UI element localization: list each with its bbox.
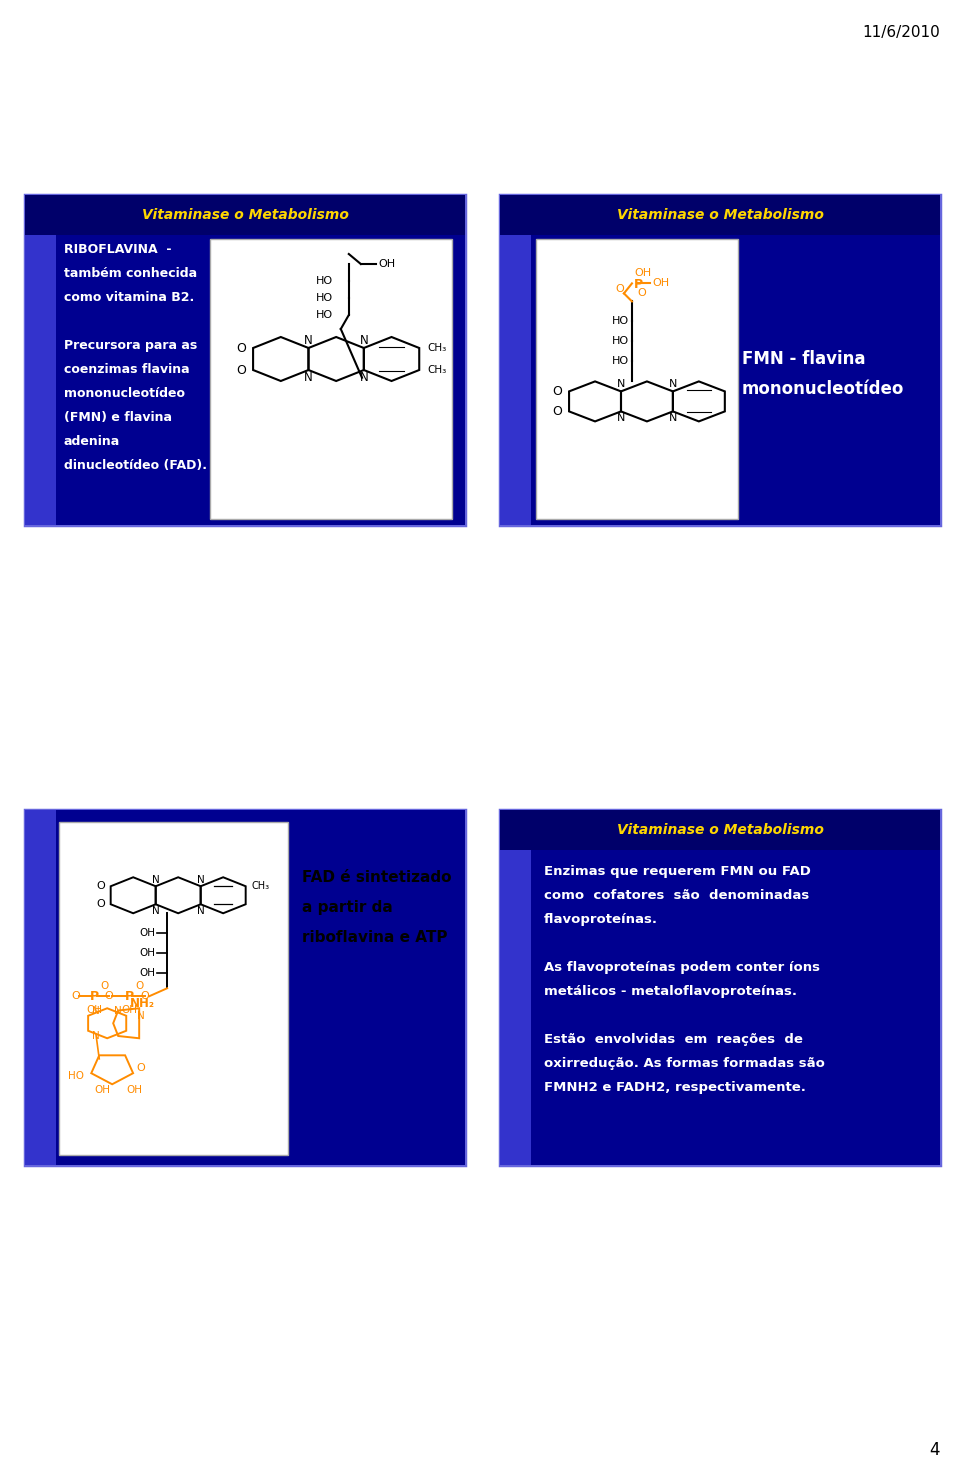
Text: OH: OH [86, 1005, 102, 1015]
Text: N: N [304, 371, 313, 384]
Text: HO: HO [612, 356, 629, 366]
Text: Enzimas que requerem FMN ou FAD: Enzimas que requerem FMN ou FAD [544, 865, 811, 878]
Text: CH₃: CH₃ [427, 343, 446, 353]
Text: 11/6/2010: 11/6/2010 [862, 25, 940, 40]
Text: O: O [236, 363, 246, 377]
Text: O: O [141, 991, 150, 1002]
Text: N: N [360, 371, 369, 384]
Text: dinucleotídeo (FAD).: dinucleotídeo (FAD). [63, 459, 206, 472]
Text: metálicos - metaloflavoproteínas.: metálicos - metaloflavoproteínas. [544, 986, 797, 997]
Text: O: O [552, 405, 562, 418]
Text: OH: OH [379, 259, 396, 269]
Text: O: O [236, 341, 246, 355]
Text: N: N [197, 875, 204, 886]
Bar [500, 196, 531, 525]
Text: O: O [105, 991, 113, 1002]
Text: riboflavina e ATP: riboflavina e ATP [302, 930, 447, 944]
Text: FMN - flavina: FMN - flavina [742, 350, 866, 368]
Text: O: O [72, 991, 81, 1002]
Text: como vitamina B2.: como vitamina B2. [63, 291, 194, 304]
Bar [500, 811, 940, 850]
Text: N: N [304, 334, 313, 347]
Text: (FMN) e flavina: (FMN) e flavina [63, 410, 172, 424]
Bar [25, 196, 56, 525]
Bar [500, 196, 940, 525]
Text: N: N [152, 875, 159, 886]
Text: mononucleotídeo: mononucleotídeo [63, 387, 184, 400]
Text: coenzimas flavina: coenzimas flavina [63, 363, 189, 377]
Text: N: N [197, 906, 204, 915]
Text: P: P [125, 990, 133, 1003]
Text: OH: OH [652, 278, 669, 288]
Text: 4: 4 [929, 1442, 940, 1459]
Text: a partir da: a partir da [302, 900, 393, 915]
Text: OH: OH [94, 1086, 110, 1096]
Text: O: O [636, 288, 646, 299]
Bar [531, 811, 940, 1165]
Text: HO: HO [316, 293, 333, 303]
Text: Vitaminase o Metabolismo: Vitaminase o Metabolismo [141, 207, 348, 222]
Text: OH: OH [139, 968, 156, 978]
Text: CH₃: CH₃ [252, 881, 270, 891]
Text: O: O [135, 981, 143, 991]
Text: N: N [92, 1006, 100, 1015]
Text: FAD é sintetizado: FAD é sintetizado [302, 869, 452, 886]
Text: O: O [615, 284, 624, 294]
Text: O: O [96, 899, 106, 909]
Text: mononucleotídeo: mononucleotídeo [742, 380, 904, 399]
Text: Vitaminase o Metabolismo: Vitaminase o Metabolismo [616, 207, 824, 222]
Text: N: N [114, 1006, 122, 1015]
Text: HO: HO [612, 337, 629, 346]
Text: O: O [100, 981, 108, 991]
Text: Estão  envolvidas  em  reações  de: Estão envolvidas em reações de [544, 1033, 803, 1046]
Bar [536, 238, 738, 519]
Text: O: O [96, 881, 106, 891]
Bar [25, 196, 465, 525]
Text: N: N [617, 380, 625, 390]
Text: N: N [617, 413, 625, 424]
Text: OH: OH [139, 928, 156, 938]
Text: Precursora para as: Precursora para as [63, 338, 197, 352]
Text: flavoproteínas.: flavoproteínas. [544, 913, 658, 927]
Text: também conhecida: também conhecida [63, 268, 197, 279]
Bar [59, 822, 288, 1155]
Bar [531, 196, 940, 525]
Bar [500, 811, 531, 1165]
Text: O: O [136, 1064, 145, 1074]
Text: OH: OH [634, 268, 651, 278]
Bar [25, 196, 465, 235]
Text: NH₂: NH₂ [130, 997, 155, 1009]
Text: adenina: adenina [63, 435, 120, 449]
Text: N: N [669, 380, 677, 390]
Bar [56, 811, 465, 1165]
Text: como  cofatores  são  denominadas: como cofatores são denominadas [544, 888, 809, 902]
Text: OH: OH [139, 949, 156, 958]
Text: N: N [669, 413, 677, 424]
Text: As flavoproteínas podem conter íons: As flavoproteínas podem conter íons [544, 961, 820, 974]
Bar [25, 811, 465, 1165]
Text: Vitaminase o Metabolismo: Vitaminase o Metabolismo [616, 822, 824, 837]
Text: oxirredução. As formas formadas são: oxirredução. As formas formadas são [544, 1058, 825, 1069]
Text: HO: HO [612, 316, 629, 327]
Text: N: N [152, 906, 159, 915]
Text: O: O [552, 385, 562, 397]
Text: OH: OH [121, 1005, 137, 1015]
Text: RIBOFLAVINA  -: RIBOFLAVINA - [63, 243, 171, 256]
Bar [500, 811, 940, 1165]
Bar [56, 196, 465, 525]
Text: HO: HO [316, 310, 333, 321]
Text: OH: OH [126, 1086, 142, 1096]
Bar [500, 196, 940, 235]
Text: P: P [89, 990, 99, 1003]
Text: N: N [360, 334, 369, 347]
Text: P: P [634, 278, 643, 291]
Text: N: N [92, 1031, 100, 1041]
Bar [25, 811, 56, 1165]
Text: N: N [137, 1011, 145, 1021]
Text: CH₃: CH₃ [427, 365, 446, 375]
Text: FMNH2 e FADH2, respectivamente.: FMNH2 e FADH2, respectivamente. [544, 1081, 805, 1094]
Text: HO: HO [68, 1071, 84, 1081]
Text: HO: HO [316, 277, 333, 285]
Bar [210, 238, 452, 519]
